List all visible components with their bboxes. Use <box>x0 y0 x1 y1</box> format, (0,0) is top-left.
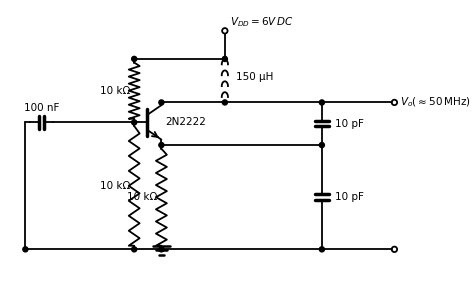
Text: $V_o(\approx 50\,\mathrm{MHz})$: $V_o(\approx 50\,\mathrm{MHz})$ <box>400 96 471 109</box>
Circle shape <box>23 247 28 252</box>
Circle shape <box>159 247 164 252</box>
Circle shape <box>319 143 324 147</box>
Text: 10 kΩ: 10 kΩ <box>100 86 130 96</box>
Circle shape <box>159 100 164 105</box>
Circle shape <box>159 143 164 147</box>
Circle shape <box>319 247 324 252</box>
Text: 100 nF: 100 nF <box>24 103 59 113</box>
Circle shape <box>319 100 324 105</box>
Text: 10 kΩ: 10 kΩ <box>128 192 158 202</box>
Text: $V_{DD} = 6V\,DC$: $V_{DD} = 6V\,DC$ <box>230 15 294 29</box>
Text: 10 kΩ: 10 kΩ <box>100 181 130 191</box>
Text: 10 pF: 10 pF <box>335 119 364 129</box>
Circle shape <box>132 56 137 62</box>
Text: 10 pF: 10 pF <box>335 192 364 202</box>
Circle shape <box>132 247 137 252</box>
Circle shape <box>132 120 137 125</box>
Circle shape <box>222 56 228 62</box>
Text: 150 μH: 150 μH <box>236 72 273 82</box>
Circle shape <box>222 100 228 105</box>
Text: 2N2222: 2N2222 <box>165 118 206 127</box>
